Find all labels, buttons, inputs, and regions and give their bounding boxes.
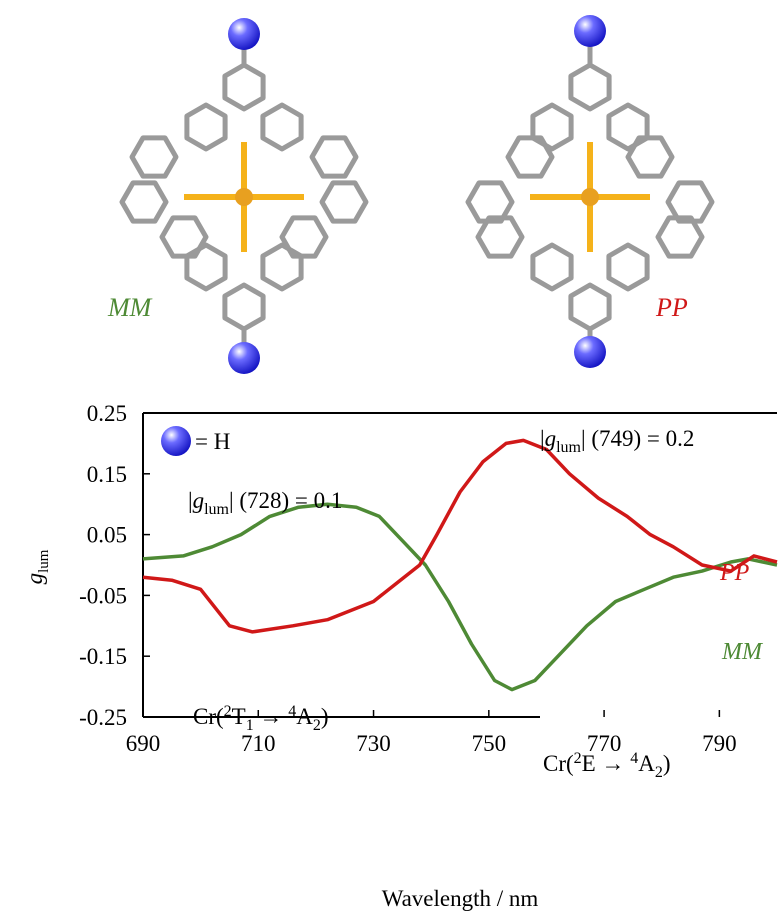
annotation-part: | (728) = 0.1 — [229, 488, 342, 513]
annotation-part: A — [296, 704, 313, 729]
metal-atom — [581, 188, 599, 206]
ring — [132, 138, 176, 176]
legend-entry: PP — [719, 560, 750, 586]
annotation: Cr(2E → 4A2) — [543, 750, 671, 781]
ring — [225, 65, 263, 109]
x-axis-label: Wavelength / nm — [382, 886, 539, 911]
annotation: Cr(2T1 → 4A2) — [193, 703, 329, 734]
annotation-part: 2 — [574, 750, 582, 767]
legend-entry: MM — [721, 639, 764, 665]
x-tick-label: 690 — [126, 731, 161, 756]
ring — [628, 138, 672, 176]
annotation-part: → — [254, 704, 289, 729]
legend-text: = H — [195, 429, 230, 454]
annotation-part: 2 — [655, 764, 663, 781]
ring — [187, 245, 225, 289]
ring — [187, 105, 225, 149]
annotation-part: lum — [556, 439, 581, 456]
y-tick-label: -0.15 — [79, 644, 127, 669]
metal-atom — [235, 188, 253, 206]
ring — [533, 245, 571, 289]
annotation-part: | (749) = 0.2 — [581, 426, 694, 451]
x-tick-label: 790 — [702, 731, 737, 756]
ring — [263, 105, 301, 149]
x-tick-label: 710 — [241, 731, 276, 756]
ring — [468, 183, 512, 221]
annotation-part: 1 — [246, 717, 254, 734]
figure: MM PP 0.25 0.15 0.05 -0.05 -0.15 -0.25690 710 7… — [0, 0, 779, 918]
ring — [225, 285, 263, 329]
ring — [668, 183, 712, 221]
h-sphere — [574, 336, 606, 368]
y-axis-label-part: lum — [36, 549, 52, 573]
annotation-part: 2 — [313, 717, 321, 734]
annotation-part: lum — [204, 501, 229, 518]
h-sphere — [228, 18, 260, 50]
legend-sphere — [161, 426, 191, 456]
annotation-part: ) — [321, 704, 329, 729]
annotation-part: 4 — [630, 750, 638, 767]
annotation-part: A — [638, 751, 655, 776]
y-tick-label: -0.05 — [79, 583, 127, 608]
annotation-part: ) — [663, 751, 671, 776]
annotation-part: Cr( — [543, 751, 574, 776]
annotation-part: T — [232, 704, 246, 729]
ring — [322, 183, 366, 221]
x-tick-label: 730 — [356, 731, 391, 756]
y-tick-label: -0.25 — [79, 705, 127, 730]
ring — [609, 245, 647, 289]
ring — [571, 65, 609, 109]
molecule-structures — [122, 15, 712, 374]
ring — [312, 138, 356, 176]
annotation-part: E → — [582, 751, 631, 776]
ring — [263, 245, 301, 289]
series-line — [143, 504, 777, 689]
structure-label: PP — [655, 293, 688, 322]
h-sphere — [228, 342, 260, 374]
y-tick-label: 0.05 — [87, 523, 127, 548]
y-tick-label: 0.15 — [87, 462, 127, 487]
x-tick-label: 750 — [472, 731, 507, 756]
ring — [282, 218, 326, 256]
annotation-part: Cr( — [193, 704, 224, 729]
ring — [533, 105, 571, 149]
ring — [508, 138, 552, 176]
annotation-part: 2 — [224, 703, 232, 720]
annotation-part: g — [193, 488, 205, 513]
ring — [162, 218, 206, 256]
annotation-part: g — [545, 426, 557, 451]
structure-label: MM — [107, 293, 153, 322]
ring — [658, 218, 702, 256]
annotation: |glum| (749) = 0.2 — [540, 426, 694, 456]
ring — [122, 183, 166, 221]
h-sphere — [574, 15, 606, 47]
annotation: |glum| (728) = 0.1 — [188, 488, 342, 518]
y-tick-label: 0.25 — [87, 401, 127, 426]
y-axis-label-part: g — [22, 573, 47, 585]
annotation-part: 4 — [288, 703, 296, 720]
ring — [609, 105, 647, 149]
ring — [571, 285, 609, 329]
y-axis-label: glum — [22, 549, 52, 584]
ring — [478, 218, 522, 256]
